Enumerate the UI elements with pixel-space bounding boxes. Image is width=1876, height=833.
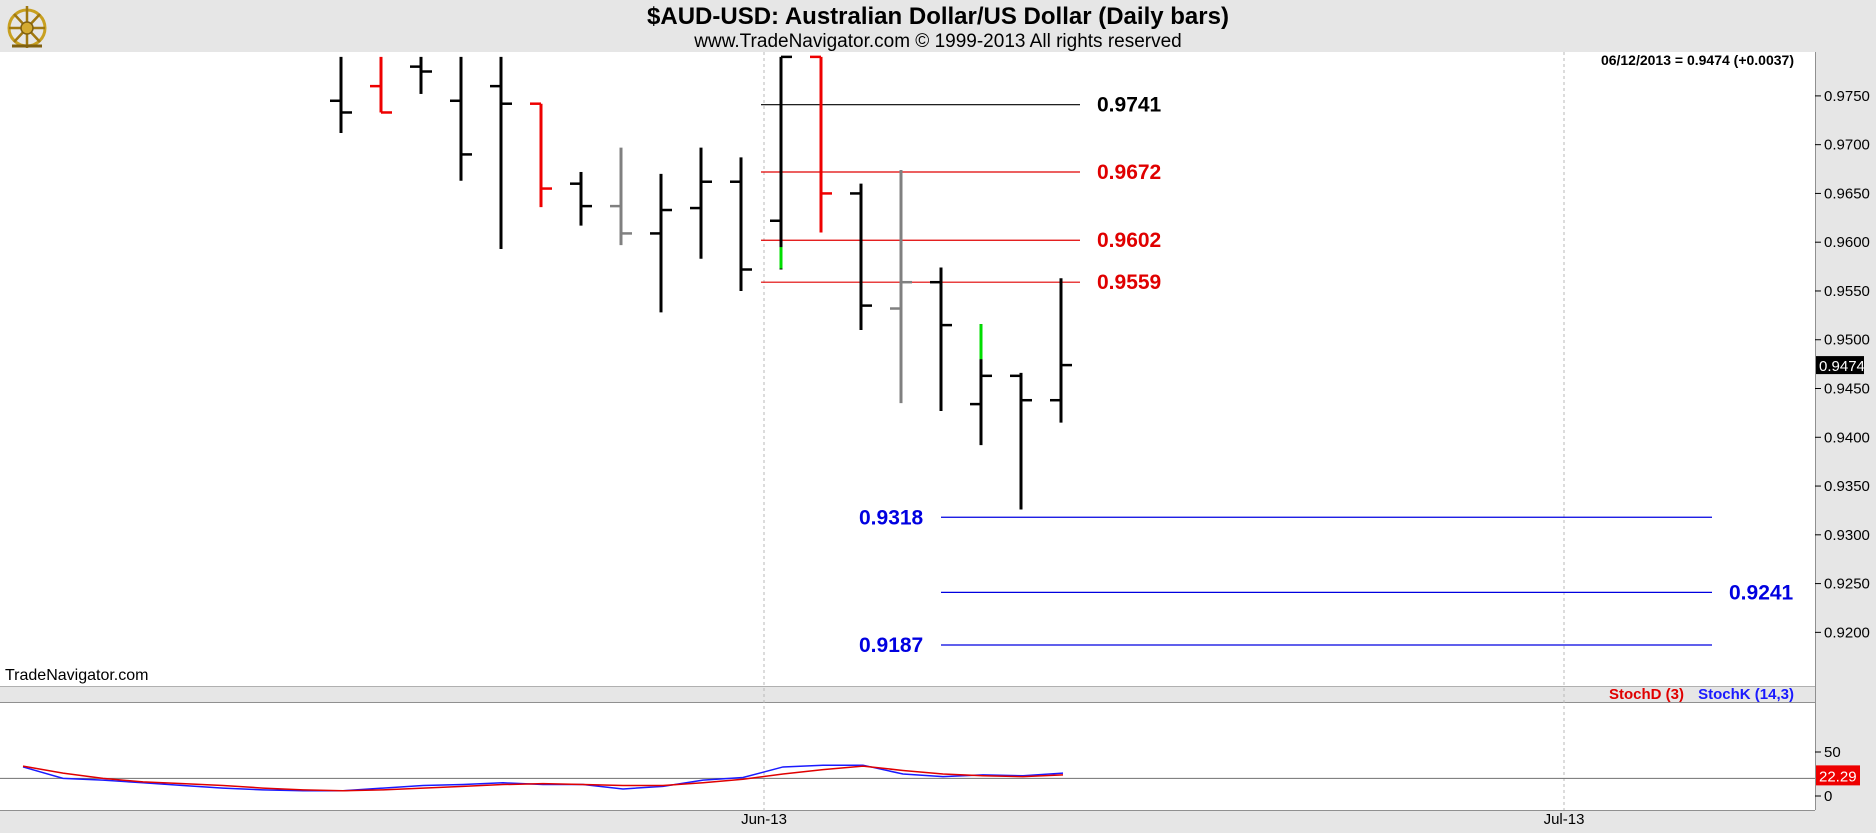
last-price-box	[1816, 356, 1864, 375]
y-tick-label: 0.9450	[1824, 381, 1870, 398]
level-label: 0.9741	[1097, 94, 1162, 117]
price-panel-bg	[0, 52, 1815, 686]
stoch-series-line	[22, 765, 1064, 792]
stoch-last-value-label: 22.29	[1819, 768, 1857, 785]
last-price-label: 0.9474	[1819, 358, 1865, 375]
indicator-legend: StochD (3) StochK (14,3)	[1609, 686, 1794, 703]
y-tick-label: 0.9600	[1824, 234, 1870, 251]
legend-stochk: StochK (14,3)	[1698, 686, 1794, 703]
level-label: 0.9318	[859, 506, 924, 529]
y-tick-label: 0.9500	[1824, 332, 1870, 349]
level-label: 0.9602	[1097, 229, 1161, 252]
y-tick-label: 0.9300	[1824, 527, 1870, 544]
level-label: 0.9672	[1097, 161, 1161, 184]
stoch-last-value-box	[1816, 765, 1860, 786]
chart-title: $AUD-USD: Australian Dollar/US Dollar (D…	[647, 3, 1229, 30]
y-tick-label: 0.9700	[1824, 137, 1870, 154]
y-tick-label: 0.9200	[1824, 624, 1870, 641]
x-tick-label: Jul-13	[1544, 811, 1585, 828]
stoch-y-tick-label: 0	[1824, 788, 1832, 805]
y-tick-label: 0.9650	[1824, 185, 1870, 202]
y-tick-label: 0.9750	[1824, 88, 1870, 105]
y-tick-label: 0.9550	[1824, 283, 1870, 300]
y-tick-label: 0.9350	[1824, 478, 1870, 495]
indicator-panel-bg	[0, 702, 1815, 810]
stoch-series-line	[22, 764, 1064, 792]
last-price-readout: 06/12/2013 = 0.9474 (+0.0037)	[1600, 52, 1794, 68]
legend-stochd: StochD (3)	[1608, 686, 1684, 703]
level-label: 0.9241	[1729, 581, 1794, 604]
x-tick-label: Jun-13	[741, 811, 787, 828]
level-label: 0.9187	[859, 634, 923, 657]
watermark: TradeNavigator.com	[5, 667, 149, 684]
y-tick-label: 0.9400	[1824, 429, 1870, 446]
level-label: 0.9559	[1097, 271, 1161, 294]
stoch-y-tick-label: 50	[1824, 744, 1841, 761]
y-tick-label: 0.9250	[1824, 576, 1870, 593]
sextant-logo-icon	[7, 6, 47, 48]
chart-subtitle: www.TradeNavigator.com © 1999-2013 All r…	[694, 31, 1182, 52]
